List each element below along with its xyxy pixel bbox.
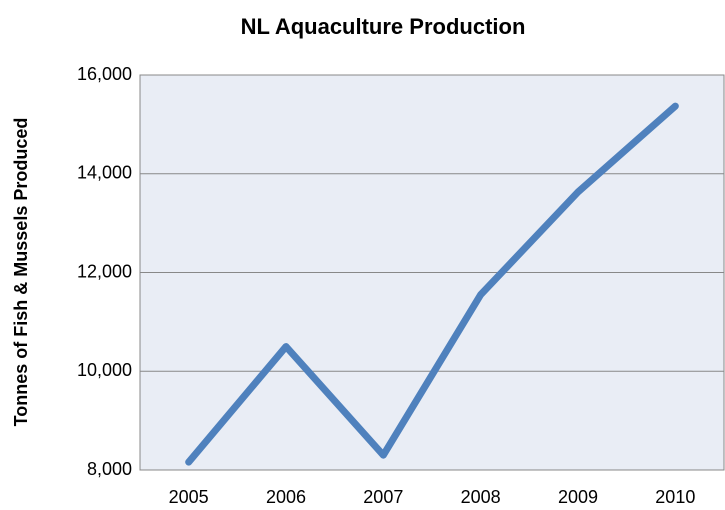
x-tick-label: 2009 xyxy=(558,487,598,507)
x-tick-label: 2007 xyxy=(363,487,403,507)
y-axis-label: Tonnes of Fish & Mussels Produced xyxy=(11,118,31,427)
y-tick-label: 8,000 xyxy=(87,459,132,479)
chart-title: NL Aquaculture Production xyxy=(241,14,526,39)
y-tick-label: 12,000 xyxy=(77,261,132,281)
x-tick-label: 2005 xyxy=(169,487,209,507)
x-tick-label: 2006 xyxy=(266,487,306,507)
x-tick-label: 2008 xyxy=(461,487,501,507)
y-tick-label: 14,000 xyxy=(77,163,132,183)
y-tick-label: 16,000 xyxy=(77,64,132,84)
y-tick-label: 10,000 xyxy=(77,360,132,380)
data-line xyxy=(185,102,679,466)
x-tick-label: 2010 xyxy=(655,487,695,507)
